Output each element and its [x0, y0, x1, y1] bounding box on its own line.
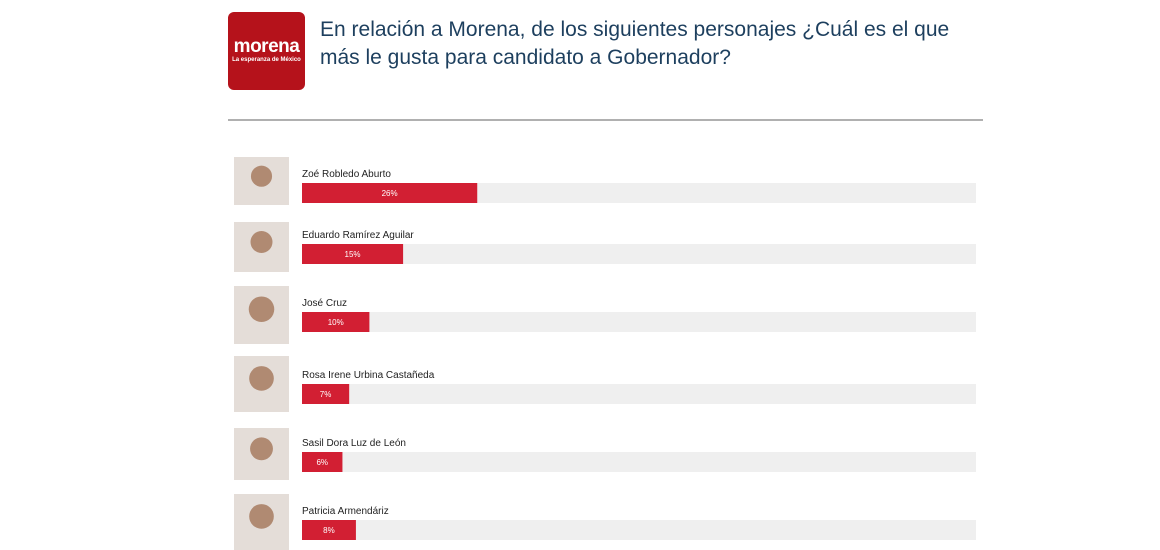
bar-track — [302, 520, 976, 540]
value-label: 26% — [382, 189, 398, 198]
bar — [302, 183, 478, 203]
bar — [302, 520, 356, 540]
category-label: José Cruz — [302, 298, 347, 309]
bar — [302, 452, 343, 472]
photo-head — [249, 504, 274, 529]
value-label: 8% — [323, 526, 335, 535]
category-label: Rosa Irene Urbina Castañeda — [302, 370, 435, 381]
logo-tagline: La esperanza de México — [232, 57, 301, 63]
photo-head — [250, 437, 273, 461]
photo-head — [250, 231, 273, 253]
logo: morena La esperanza de México — [228, 12, 305, 90]
category-label: Sasil Dora Luz de León — [302, 438, 406, 449]
category-label: Eduardo Ramírez Aguilar — [302, 230, 414, 241]
bar — [302, 312, 370, 332]
bar-track — [302, 452, 976, 472]
value-label: 6% — [316, 458, 328, 467]
value-label: 7% — [320, 390, 332, 399]
value-label: 15% — [345, 250, 361, 259]
photo-head — [248, 296, 275, 322]
chart-title: En relación a Morena, de los siguientes … — [320, 18, 950, 69]
divider — [228, 119, 983, 121]
category-label: Zoé Robledo Aburto — [302, 169, 391, 180]
bar-track — [302, 384, 976, 404]
photo-head — [250, 165, 273, 187]
bar — [302, 244, 404, 264]
category-label: Patricia Armendáriz — [302, 506, 389, 517]
value-label: 10% — [328, 318, 344, 327]
logo-name: morena — [233, 36, 300, 57]
bar — [302, 384, 350, 404]
bar-track — [302, 244, 976, 264]
bar-track — [302, 312, 976, 332]
photo-head — [249, 366, 274, 391]
